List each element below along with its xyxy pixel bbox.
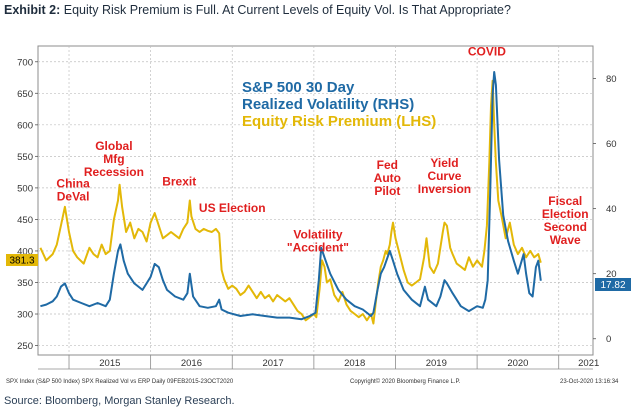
- x-tick-label: 2015: [99, 358, 120, 369]
- source-note: Source: Bloomberg, Morgan Stanley Resear…: [4, 395, 235, 407]
- x-tick-label: 2021: [578, 358, 599, 369]
- y-left-tick-label: 500: [17, 183, 33, 194]
- grid: [38, 46, 593, 355]
- series-layer: [39, 71, 542, 325]
- y-axis-left: 250 300 350 400 450 500 550 600 650 700: [17, 57, 38, 352]
- footer-note-right: 23-Oct-2020 13:16:34: [560, 379, 619, 385]
- y-left-tick-label: 300: [17, 310, 33, 321]
- annotation-label: Fiscal Election Second Wave: [542, 194, 589, 247]
- annotation-label: Yield Curve Inversion: [418, 156, 471, 196]
- legend-erp: Equity Risk Premium (LHS): [242, 113, 436, 130]
- exhibit-title: Exhibit 2: Equity Risk Premium is Full. …: [4, 3, 511, 17]
- x-tick-label: 2016: [181, 358, 202, 369]
- y-left-tick-label: 700: [17, 57, 33, 68]
- y-right-tick-label: 0: [606, 334, 611, 345]
- x-tick-label: 2019: [426, 358, 447, 369]
- y-left-tick-label: 650: [17, 89, 33, 100]
- legend-vol-line2: Realized Volatility (RHS): [242, 96, 414, 113]
- annotation-label: COVID: [468, 44, 506, 58]
- exhibit-label: Exhibit 2:: [4, 3, 61, 17]
- y-left-tick-label: 400: [17, 246, 33, 257]
- annotation-label: Fed Auto Pilot: [374, 158, 401, 198]
- y-axis-right: 0 20 40 60 80: [593, 74, 617, 345]
- last-value-erp: 381.3: [9, 256, 34, 267]
- last-value-erp-tag: 381.3: [6, 254, 38, 267]
- annotation-label: Volatility "Accident": [287, 227, 349, 254]
- y-left-tick-label: 600: [17, 120, 33, 131]
- legend-vol-line1: S&P 500 30 Day: [242, 79, 355, 96]
- y-left-tick-label: 550: [17, 152, 33, 163]
- annotation-label: Brexit: [162, 174, 196, 188]
- last-value-vol-tag: 17.82: [595, 278, 631, 291]
- y-left-tick-label: 250: [17, 341, 33, 352]
- annotation-label: Global Mfg Recession: [84, 139, 144, 179]
- y-right-tick-label: 40: [606, 204, 617, 215]
- y-left-tick-label: 350: [17, 278, 33, 289]
- x-tick-label: 2018: [344, 358, 365, 369]
- series-line-erp: [39, 79, 542, 325]
- x-tick-label: 2020: [507, 358, 528, 369]
- y-right-tick-label: 20: [606, 269, 617, 280]
- chart: 2015 2016 2017 2018 2019 2020 2021 250 300 350 40…: [6, 44, 631, 385]
- x-tick-label: 2017: [262, 358, 283, 369]
- y-right-tick-label: 80: [606, 74, 617, 85]
- footer-note-center: Copyright© 2020 Bloomberg Finance L.P.: [350, 378, 461, 385]
- y-left-tick-label: 450: [17, 215, 33, 226]
- annotation-label: China DeVal: [56, 176, 90, 203]
- chart-title: Equity Risk Premium is Full. At Current …: [63, 3, 511, 17]
- x-axis: 2015 2016 2017 2018 2019 2020 2021: [38, 355, 599, 370]
- y-right-tick-label: 60: [606, 139, 617, 150]
- series-line-volatility: [40, 71, 542, 321]
- annotation-label: US Election: [199, 201, 266, 215]
- footer-note-left: SPX Index (S&P 500 Index) SPX Realized V…: [6, 379, 234, 385]
- last-value-vol: 17.82: [600, 280, 625, 291]
